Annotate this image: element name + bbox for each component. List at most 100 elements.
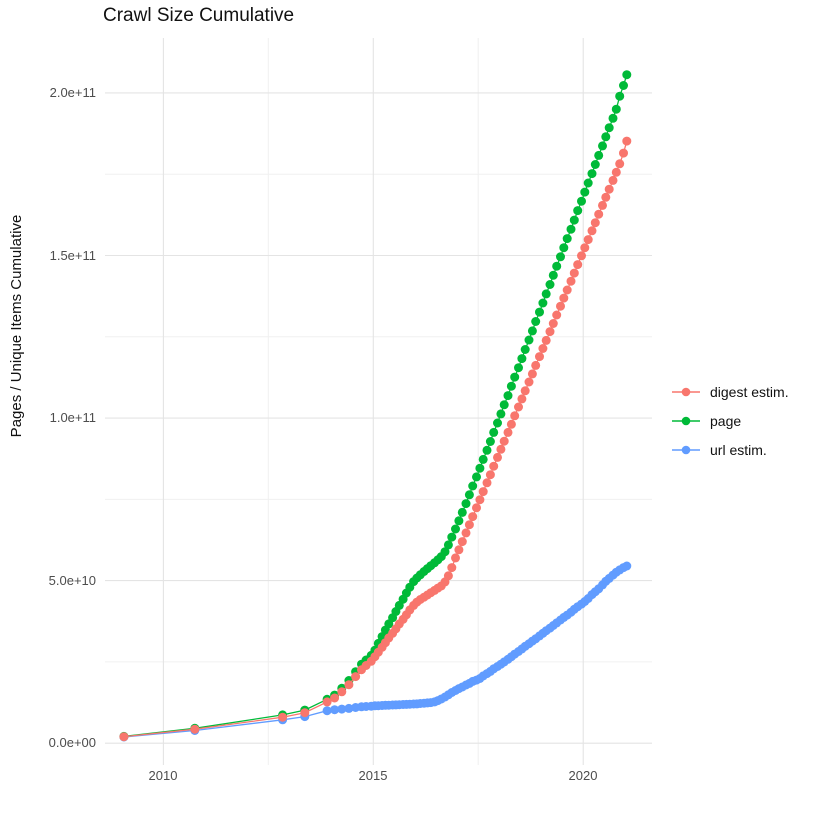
- data-point-digest-estim: [566, 276, 576, 286]
- legend-label: digest estim.: [710, 383, 789, 400]
- data-point-digest-estim: [510, 411, 520, 421]
- data-point-digest-estim: [527, 369, 537, 379]
- data-point-digest-estim: [454, 545, 464, 555]
- data-point-page: [478, 454, 488, 464]
- data-point-digest-estim: [556, 301, 565, 311]
- data-point-digest-estim: [464, 520, 474, 530]
- data-point-page: [573, 206, 583, 216]
- data-point-digest-estim: [548, 319, 558, 328]
- data-point-digest-estim: [590, 218, 600, 228]
- data-point-page: [594, 150, 604, 160]
- data-point-page: [541, 289, 551, 299]
- data-point-page: [468, 481, 478, 491]
- data-point-digest-estim: [569, 268, 579, 278]
- data-point-digest-estim: [580, 243, 590, 253]
- y-tick-label: 0.0e+00: [48, 735, 96, 750]
- data-point-digest-estim: [601, 192, 611, 202]
- y-tick-label: 2.0e+11: [49, 85, 96, 100]
- data-point-digest-estim: [457, 537, 467, 547]
- data-point-digest-estim: [451, 553, 460, 563]
- data-point-digest-estim: [330, 693, 340, 703]
- data-point-page: [517, 354, 527, 364]
- data-point-digest-estim: [447, 563, 457, 573]
- y-axis-title: Pages / Unique Items Cumulative: [8, 214, 25, 438]
- x-tick-label: 2010: [148, 768, 178, 783]
- data-point-digest-estim: [598, 200, 607, 210]
- data-point-page: [566, 224, 576, 234]
- data-point-page: [531, 317, 541, 326]
- data-point-page: [538, 298, 548, 308]
- data-point-page: [447, 532, 457, 542]
- data-point-digest-estim: [577, 251, 586, 261]
- data-point-page: [464, 490, 474, 500]
- data-point-page: [583, 178, 593, 188]
- data-point-page: [454, 516, 464, 526]
- data-point-digest-estim: [619, 148, 628, 158]
- data-point-digest-estim: [622, 136, 632, 146]
- chart-title: Crawl Size Cumulative: [103, 5, 295, 26]
- data-point-digest-estim: [506, 419, 516, 429]
- data-point-digest-estim: [468, 512, 478, 522]
- y-tick-label: 1.5e+11: [49, 248, 96, 263]
- data-point-page: [506, 381, 516, 391]
- legend-item-page: page: [671, 406, 789, 435]
- data-point-page: [569, 215, 579, 225]
- data-point-digest-estim: [278, 712, 288, 722]
- data-point-page: [443, 540, 453, 550]
- data-point-page: [496, 409, 506, 419]
- legend-item-digest-estim: digest estim.: [671, 377, 789, 406]
- data-point-page: [545, 280, 555, 289]
- data-point-digest-estim: [493, 452, 502, 462]
- data-point-digest-estim: [594, 209, 604, 219]
- x-tick-label: 2015: [358, 768, 388, 783]
- x-tick-label: 2020: [568, 768, 598, 783]
- data-point-digest-estim: [496, 444, 506, 454]
- data-point-page: [535, 307, 544, 317]
- data-point-page: [482, 445, 492, 455]
- data-point-url-estim: [322, 706, 332, 716]
- data-point-page: [611, 104, 621, 114]
- data-point-digest-estim: [562, 285, 572, 295]
- data-point-digest-estim: [541, 335, 551, 345]
- data-point-page: [619, 81, 628, 90]
- data-point-page: [590, 160, 600, 169]
- legend-label: url estim.: [710, 441, 767, 458]
- data-point-digest-estim: [499, 436, 509, 446]
- data-point-digest-estim: [472, 503, 481, 513]
- data-point-digest-estim: [485, 470, 495, 480]
- data-point-digest-estim: [535, 352, 544, 362]
- data-point-page: [461, 499, 471, 509]
- data-point-digest-estim: [300, 708, 310, 718]
- data-point-page: [604, 123, 614, 133]
- data-point-url-estim: [337, 704, 347, 714]
- data-point-page: [577, 196, 586, 206]
- data-point-digest-estim: [583, 235, 593, 245]
- legend-key-icon: [672, 387, 700, 396]
- data-point-page: [514, 363, 523, 373]
- data-point-page: [524, 335, 534, 345]
- data-point-page: [485, 437, 495, 446]
- data-point-digest-estim: [531, 360, 541, 370]
- data-point-page: [510, 372, 520, 382]
- data-point-page: [520, 345, 530, 354]
- data-point-page: [489, 427, 499, 437]
- data-point-digest-estim: [552, 310, 562, 320]
- data-point-digest-estim: [322, 697, 332, 707]
- data-point-page: [562, 234, 572, 244]
- data-point-url-estim: [344, 703, 354, 713]
- data-point-digest-estim: [559, 293, 569, 303]
- data-point-page: [451, 524, 460, 534]
- legend-key-icon: [672, 416, 700, 425]
- legend-label: page: [710, 412, 742, 429]
- data-point-digest-estim: [573, 260, 583, 270]
- data-point-digest-estim: [545, 327, 555, 337]
- data-point-page: [622, 70, 632, 80]
- data-point-digest-estim: [524, 377, 534, 387]
- data-point-digest-estim: [475, 495, 485, 505]
- legend: digest estim. page url estim.: [671, 377, 789, 464]
- data-point-url-estim: [622, 561, 632, 571]
- data-point-digest-estim: [587, 226, 597, 236]
- data-point-page: [457, 507, 467, 517]
